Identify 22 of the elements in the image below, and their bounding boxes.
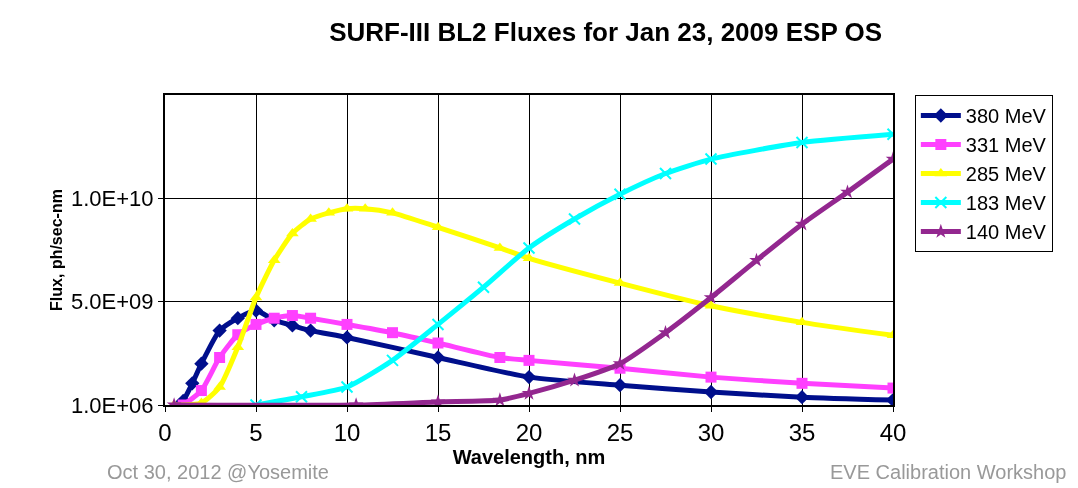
x-tick-label: 0 bbox=[158, 418, 172, 446]
legend-label: 331 MeV bbox=[965, 134, 1047, 157]
legend-label: 380 MeV bbox=[965, 105, 1047, 128]
legend-label: 285 MeV bbox=[965, 163, 1047, 186]
y-axis-title: Flux, ph/sec-nm bbox=[48, 189, 66, 311]
legend-label: 183 MeV bbox=[965, 192, 1047, 215]
chart-title: SURF-III BL2 Fluxes for Jan 23, 2009 ESP OS bbox=[329, 16, 883, 47]
y-tick-label: 1.0E+06 bbox=[71, 392, 154, 418]
y-tick-label: 5.0E+09 bbox=[71, 289, 154, 315]
x-tick-label: 10 bbox=[333, 418, 361, 446]
x-tick-label: 20 bbox=[515, 418, 543, 446]
x-tick-label: 25 bbox=[606, 418, 634, 446]
x-tick-label: 40 bbox=[879, 418, 907, 446]
x-axis-title: Wavelength, nm bbox=[452, 445, 606, 468]
text: Oct 30, 2012 @Yosemite bbox=[107, 461, 329, 483]
text: EVE Calibration Workshop bbox=[830, 461, 1067, 483]
x-tick-label: 15 bbox=[424, 418, 452, 446]
legend-label: 140 MeV bbox=[965, 221, 1047, 244]
x-tick-label: 5 bbox=[249, 418, 263, 446]
x-tick-label: 35 bbox=[788, 418, 816, 446]
x-tick-label: 30 bbox=[697, 418, 725, 446]
y-tick-label: 1.0E+10 bbox=[71, 186, 154, 212]
